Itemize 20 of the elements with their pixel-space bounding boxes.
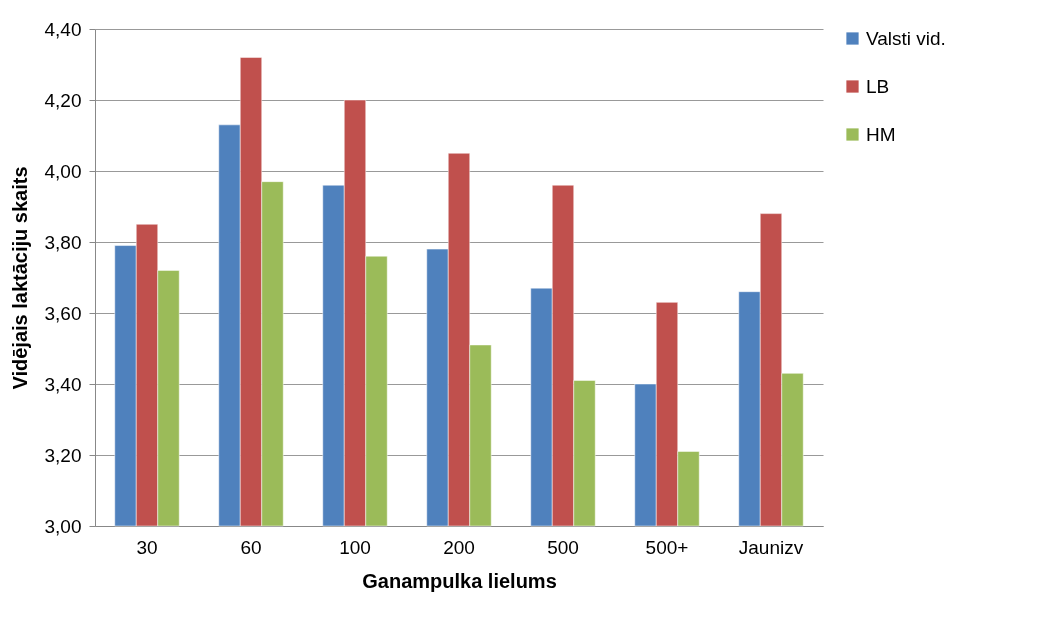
x-tick-label: 30 bbox=[136, 536, 158, 558]
x-tick-label: Jaunizv bbox=[738, 536, 804, 558]
y-tick-label: 3,40 bbox=[44, 373, 82, 395]
legend-label: Valsti vid. bbox=[866, 27, 946, 49]
x-tick-label: 500+ bbox=[645, 536, 689, 558]
y-tick-label: 3,20 bbox=[44, 444, 82, 466]
x-axis-title: Ganampulka lielums bbox=[362, 569, 557, 592]
legend-label: HM bbox=[866, 123, 896, 145]
legend-label: LB bbox=[866, 75, 890, 97]
y-tick-label: 3,60 bbox=[44, 302, 82, 324]
y-tick-label: 4,40 bbox=[44, 18, 82, 40]
y-tick-label: 4,00 bbox=[44, 160, 82, 182]
y-tick-label: 4,20 bbox=[44, 89, 82, 111]
y-tick-label: 3,00 bbox=[44, 515, 82, 537]
x-tick-label: 60 bbox=[240, 536, 262, 558]
x-tick-label: 200 bbox=[443, 536, 475, 558]
x-tick-label: 100 bbox=[339, 536, 371, 558]
y-axis-title: Vidējais laktāciju skaits bbox=[8, 166, 31, 390]
y-tick-label: 3,80 bbox=[44, 231, 82, 253]
x-tick-label: 500 bbox=[547, 536, 579, 558]
